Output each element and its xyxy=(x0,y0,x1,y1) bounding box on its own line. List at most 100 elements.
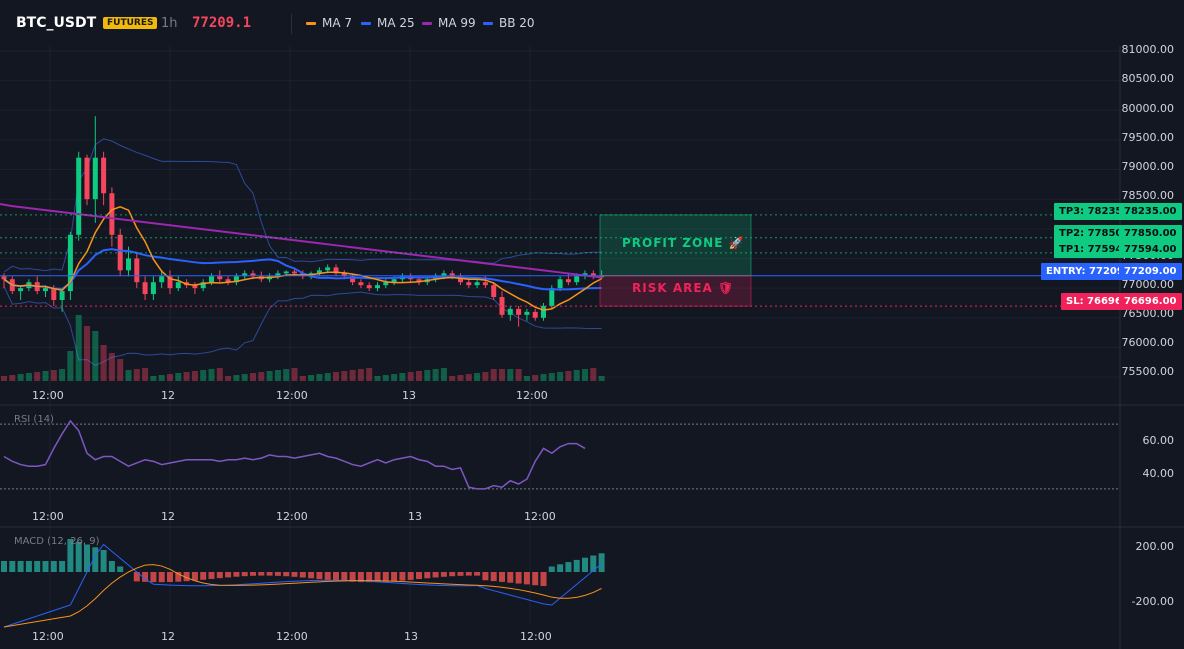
volume-bar xyxy=(407,372,414,381)
macd-histogram-bar xyxy=(432,572,439,578)
candle-body xyxy=(43,288,48,292)
candle-body xyxy=(84,157,90,200)
macd-histogram-bar xyxy=(341,572,348,582)
tp1-label: TP1: 77594 xyxy=(1054,241,1128,258)
sl-label: SL: 76696 xyxy=(1061,293,1127,310)
legend-ma25[interactable]: MA 25 xyxy=(361,16,415,30)
volume-bar xyxy=(17,374,24,381)
macd-histogram-bar xyxy=(175,572,182,582)
volume-bar xyxy=(200,370,207,381)
macd-histogram-bar xyxy=(507,572,514,583)
macd-histogram-bar xyxy=(133,572,140,582)
volume-bar xyxy=(283,369,290,381)
legend-bb20[interactable]: BB 20 xyxy=(483,16,535,30)
volume-bar xyxy=(92,331,99,381)
candle-body xyxy=(159,276,165,283)
volume-bar xyxy=(142,368,149,381)
volume-bar xyxy=(432,369,439,381)
macd-histogram-bar xyxy=(590,555,597,572)
tp2-label: TP2: 77850 xyxy=(1054,225,1128,242)
volume-bar xyxy=(208,369,215,381)
candle-body xyxy=(175,282,181,289)
volume-bar xyxy=(150,376,157,381)
candle-body xyxy=(67,234,73,292)
volume-bar xyxy=(341,371,348,381)
volume-bar xyxy=(416,371,422,381)
rsi-line xyxy=(3,419,586,490)
volume-bar xyxy=(382,375,389,381)
candle-body xyxy=(167,276,173,289)
macd-histogram-bar xyxy=(266,572,273,576)
macd-histogram-bar xyxy=(274,572,281,576)
macd-histogram-bar xyxy=(482,572,489,581)
volume-bar xyxy=(291,368,298,381)
macd-histogram-bar xyxy=(474,572,481,576)
macd-histogram-bar xyxy=(59,561,66,572)
volume-bar xyxy=(357,369,364,381)
profit-zone-label: PROFIT ZONE 🚀 xyxy=(622,236,745,250)
macd-histogram-bar xyxy=(250,572,256,576)
volume-bar xyxy=(333,372,339,381)
volume-bar xyxy=(532,375,539,381)
candle-body xyxy=(441,273,447,277)
macd-histogram-bar xyxy=(316,572,323,580)
macd-histogram-bar xyxy=(208,572,215,579)
macd-histogram-bar xyxy=(167,572,173,583)
timeframe-label[interactable]: 1h xyxy=(161,16,178,31)
volume-bar xyxy=(167,374,173,381)
candle-body xyxy=(192,285,198,289)
tp3-price: 78235.00 xyxy=(1119,203,1182,220)
price-tick: 78500.00 xyxy=(1121,189,1175,202)
macd-histogram-bar xyxy=(523,572,530,585)
macd-tick: -200.00 xyxy=(1131,595,1174,608)
macd-histogram-bar xyxy=(440,572,447,577)
volume-bar xyxy=(465,374,472,381)
candle-body xyxy=(18,288,24,292)
macd-histogram-bar xyxy=(598,553,605,572)
candle-body xyxy=(574,276,580,283)
macd-signal-line xyxy=(3,564,602,628)
symbol-name[interactable]: BTC_USDT xyxy=(16,15,97,31)
macd-histogram-bar xyxy=(573,559,580,572)
macd-histogram-bar xyxy=(407,572,414,580)
price-tick: 77000.00 xyxy=(1121,278,1175,291)
time-tick: 12:00 xyxy=(520,630,552,643)
time-tick: 12 xyxy=(161,630,175,643)
candle-body xyxy=(516,308,522,315)
macd-histogram-bar xyxy=(1,561,7,572)
volume-bar xyxy=(540,374,547,381)
volume-bar xyxy=(399,373,406,381)
volume-bar xyxy=(449,376,456,381)
macd-histogram-bar xyxy=(416,572,422,580)
candle-body xyxy=(458,276,463,283)
macd-histogram-bar xyxy=(557,564,564,572)
legend-ma99[interactable]: MA 99 xyxy=(422,16,476,30)
volume-bar xyxy=(175,373,182,381)
candle-body xyxy=(233,276,239,283)
macd-line xyxy=(3,543,602,628)
time-tick: 12 xyxy=(161,510,175,523)
volume-bar xyxy=(482,372,489,381)
tp2-price: 77850.00 xyxy=(1119,225,1182,242)
volume-bar xyxy=(557,372,564,381)
volume-bar xyxy=(590,368,597,381)
volume-bar xyxy=(316,374,323,381)
volume-bar xyxy=(233,375,240,381)
candle-body xyxy=(76,157,82,235)
risk-area-box xyxy=(599,275,752,307)
volume-bar xyxy=(59,369,66,381)
candle-body xyxy=(541,305,546,318)
volume-bar xyxy=(490,369,497,381)
legend-ma7[interactable]: MA 7 xyxy=(306,16,352,30)
candle-body xyxy=(51,288,57,300)
macd-histogram-bar xyxy=(291,572,298,577)
volume-bar xyxy=(565,371,572,381)
price-tick: 76500.00 xyxy=(1121,307,1175,320)
volume-bar xyxy=(523,376,530,381)
time-tick: 12 xyxy=(161,389,175,402)
candle-body xyxy=(383,282,389,286)
candle-body xyxy=(59,291,65,300)
candle-body xyxy=(341,273,347,277)
macd-histogram-bar xyxy=(158,572,165,583)
